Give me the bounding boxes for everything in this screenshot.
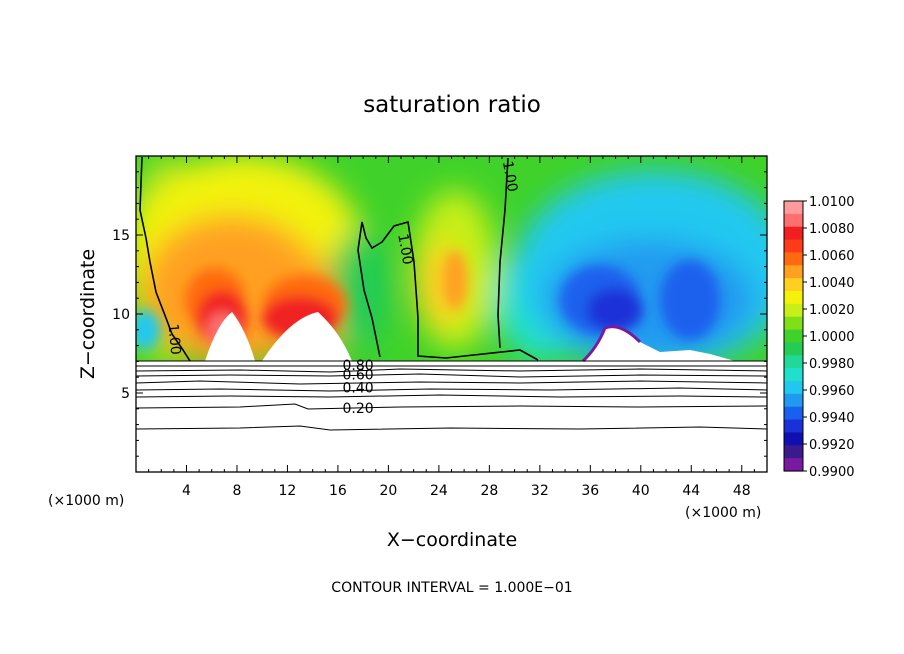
x-tick-label: 12 (279, 483, 297, 499)
colorbar-swatch (784, 393, 803, 408)
contour-interval-note: CONTOUR INTERVAL = 1.000E−01 (331, 580, 572, 596)
x-tick-label: 40 (632, 483, 650, 499)
colorbar: 1.0100 1.0080 1.0060 1.0040 1.0020 1.0000 0.99… (783, 195, 855, 480)
colorbar-swatch (784, 316, 803, 331)
y-tick-label: 5 (121, 386, 130, 402)
colorbar-swatch (784, 291, 803, 305)
colorbar-swatch (784, 213, 803, 228)
plot-area: 1.001.001.000.800.600.400.20 4 8 12 16 20 24 2… (112, 155, 768, 499)
colorbar-swatch (784, 278, 803, 292)
chart-title: saturation ratio (363, 92, 541, 118)
colorbar-swatch (784, 342, 803, 356)
y-tick-label: 15 (112, 228, 130, 244)
x-axis-label: X−coordinate (387, 529, 517, 551)
x-tick-label: 24 (430, 483, 448, 499)
y-tick-label: 10 (112, 307, 130, 323)
colorbar-swatch (784, 252, 803, 266)
contour-label: 0.80 (343, 358, 374, 374)
x-tick-label: 16 (329, 483, 347, 499)
colorbar-swatch (784, 201, 803, 215)
contour-label: 1.00 (394, 232, 415, 265)
x-tick-label: 28 (480, 483, 498, 499)
color-field (136, 156, 767, 472)
colorbar-swatch (784, 265, 803, 279)
colorbar-label: 1.0100 (809, 195, 855, 210)
contour-lines (135, 156, 768, 431)
contour-label: 1.00 (165, 323, 184, 355)
colorbar-label: 1.0000 (809, 330, 855, 345)
colorbar-swatch (784, 355, 803, 369)
colorbar-swatch (784, 329, 803, 344)
colorbar-swatch (784, 226, 803, 241)
colorbar-label: 0.9920 (809, 438, 855, 453)
y-axis-label: Z−coordinate (77, 249, 99, 379)
x-tick-label: 8 (232, 483, 241, 499)
contour-label: 1.00 (499, 160, 520, 193)
contour-labels: 1.00 1.00 1.00 0.800.600.40 0.20 (165, 160, 521, 417)
colorbar-swatch (784, 239, 803, 254)
x-tick-label: 44 (682, 483, 700, 499)
x-tick-label: 32 (531, 483, 549, 499)
colorbar-label: 1.0080 (809, 222, 855, 237)
colorbar-label: 0.9960 (809, 384, 855, 399)
x-unit-left: (×1000 m) (48, 493, 124, 509)
x-tick-label: 20 (379, 483, 397, 499)
x-unit-right: (×1000 m) (685, 505, 761, 521)
colorbar-swatch (784, 432, 803, 446)
contour-label: 0.40 (343, 380, 374, 396)
colorbar-label: 0.9980 (809, 357, 855, 372)
contour-label: 0.20 (343, 401, 374, 417)
colorbar-swatch (784, 303, 803, 318)
colorbar-label: 1.0040 (809, 276, 855, 291)
colorbar-label: 0.9900 (809, 465, 855, 480)
x-tick-label: 36 (581, 483, 599, 499)
colorbar-swatch (784, 368, 803, 382)
colorbar-swatch (784, 458, 803, 472)
colorbar-swatch (784, 406, 803, 421)
x-tick-label: 48 (733, 483, 751, 499)
colorbar-swatch (784, 445, 803, 459)
contour-label: 0.60 (343, 368, 374, 384)
colorbar-label: 0.9940 (809, 411, 855, 426)
x-tick-label: 4 (182, 483, 191, 499)
colorbar-swatch (784, 419, 803, 434)
colorbar-label: 1.0020 (809, 303, 855, 318)
colorbar-swatch (784, 381, 803, 395)
colorbar-label: 1.0060 (809, 249, 855, 264)
